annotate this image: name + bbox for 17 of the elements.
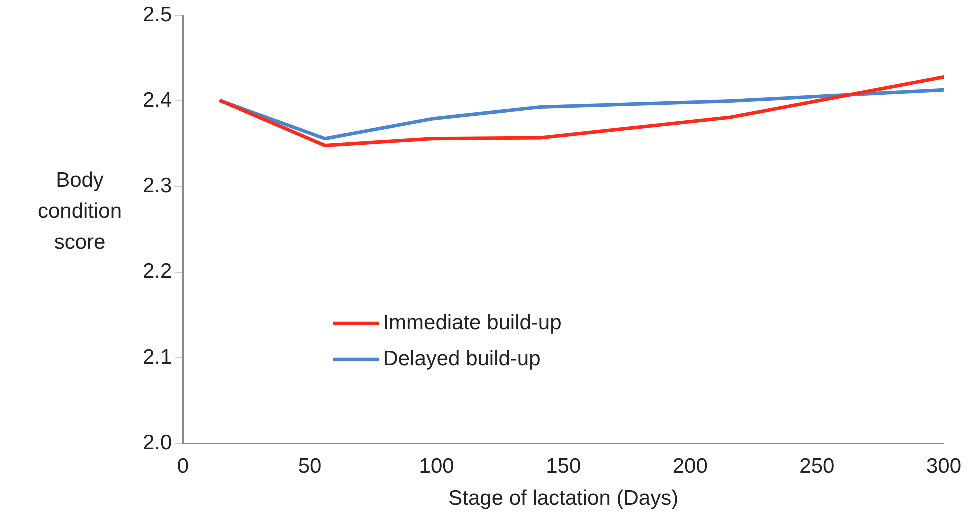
y-tick-label: 2.2 xyxy=(142,260,172,284)
x-axis-title: Stage of lactation (Days) xyxy=(448,487,679,510)
x-tick-label: 250 xyxy=(800,454,835,478)
y-axis-title: Body condition score xyxy=(36,168,124,256)
y-tick-label: 2.3 xyxy=(142,174,172,198)
legend-label: Delayed build-up xyxy=(383,347,541,370)
x-tick-label: 0 xyxy=(177,454,190,478)
y-tick-label: 2.1 xyxy=(142,346,172,369)
x-tick-label: 150 xyxy=(546,454,582,478)
x-tick-label: 50 xyxy=(298,454,322,478)
x-tick-label: 200 xyxy=(672,454,708,478)
y-tick-label: 2.4 xyxy=(142,88,173,112)
y-tick-label: 2.0 xyxy=(142,431,172,454)
x-tick-label: 300 xyxy=(926,454,962,478)
x-tick-label: 100 xyxy=(419,454,454,478)
y-tick-label: 2.5 xyxy=(142,3,172,26)
legend-label: Immediate build-up xyxy=(383,311,562,334)
